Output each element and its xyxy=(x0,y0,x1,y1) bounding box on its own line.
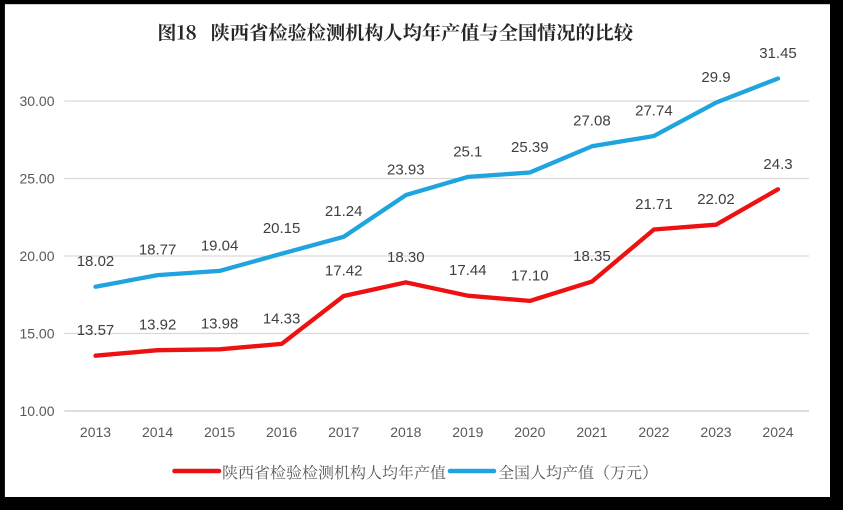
svg-text:2017: 2017 xyxy=(328,424,359,440)
svg-text:29.9: 29.9 xyxy=(701,69,730,86)
svg-text:25.1: 25.1 xyxy=(453,143,482,160)
svg-text:22.02: 22.02 xyxy=(697,191,735,208)
svg-text:2016: 2016 xyxy=(266,424,297,440)
svg-text:31.45: 31.45 xyxy=(759,45,797,62)
svg-text:25.39: 25.39 xyxy=(511,139,549,156)
svg-text:2013: 2013 xyxy=(80,424,111,440)
svg-text:2019: 2019 xyxy=(452,424,483,440)
svg-text:27.74: 27.74 xyxy=(635,102,673,119)
svg-text:14.33: 14.33 xyxy=(263,310,301,327)
svg-text:17.42: 17.42 xyxy=(325,262,363,279)
svg-text:2023: 2023 xyxy=(700,424,731,440)
svg-text:17.44: 17.44 xyxy=(449,262,487,279)
svg-text:13.98: 13.98 xyxy=(201,316,239,333)
svg-text:13.57: 13.57 xyxy=(77,322,115,339)
svg-text:13.92: 13.92 xyxy=(139,317,177,334)
svg-text:10.00: 10.00 xyxy=(19,403,54,419)
svg-text:17.10: 17.10 xyxy=(511,267,549,284)
svg-text:20.15: 20.15 xyxy=(263,220,301,237)
svg-text:23.93: 23.93 xyxy=(387,162,425,179)
svg-text:21.24: 21.24 xyxy=(325,203,363,220)
svg-text:18.35: 18.35 xyxy=(573,248,611,265)
svg-text:18.77: 18.77 xyxy=(139,242,177,259)
svg-text:15.00: 15.00 xyxy=(19,326,54,342)
svg-text:27.08: 27.08 xyxy=(573,113,611,130)
svg-text:19.04: 19.04 xyxy=(201,237,239,254)
svg-text:2018: 2018 xyxy=(390,424,421,440)
svg-text:2022: 2022 xyxy=(638,424,669,440)
svg-text:2021: 2021 xyxy=(576,424,607,440)
svg-text:30.00: 30.00 xyxy=(19,93,54,109)
svg-text:18.30: 18.30 xyxy=(387,249,425,266)
svg-text:21.71: 21.71 xyxy=(635,196,673,213)
svg-text:2014: 2014 xyxy=(142,424,173,440)
svg-text:18.02: 18.02 xyxy=(77,253,115,270)
svg-text:2020: 2020 xyxy=(514,424,545,440)
svg-text:25.00: 25.00 xyxy=(19,171,54,187)
svg-text:2015: 2015 xyxy=(204,424,235,440)
svg-text:24.3: 24.3 xyxy=(763,156,792,173)
svg-text:2024: 2024 xyxy=(762,424,793,440)
svg-text:20.00: 20.00 xyxy=(19,248,54,264)
